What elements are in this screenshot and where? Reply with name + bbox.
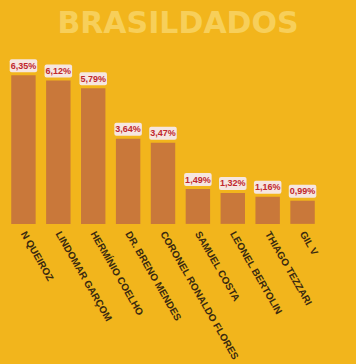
- svg-text:1,49%: 1,49%: [185, 175, 211, 185]
- svg-text:THIAGO TEZZARI: THIAGO TEZZARI: [262, 229, 315, 308]
- svg-text:SAMUEL COSTA: SAMUEL COSTA: [193, 229, 243, 303]
- svg-text:6,12%: 6,12%: [46, 66, 72, 76]
- svg-text:HERMÍNIO COELHO: HERMÍNIO COELHO: [88, 229, 146, 318]
- svg-text:5,79%: 5,79%: [80, 74, 106, 84]
- svg-text:1,16%: 1,16%: [255, 182, 281, 192]
- svg-text:DR. BRENO MENDES: DR. BRENO MENDES: [123, 229, 184, 323]
- svg-text:3,64%: 3,64%: [115, 124, 141, 134]
- svg-text:BRASILDADOS: BRASILDADOS: [57, 5, 298, 40]
- svg-text:CORONEL RONALDO FLORES: CORONEL RONALDO FLORES: [158, 229, 241, 362]
- svg-text:6,35%: 6,35%: [11, 61, 37, 71]
- svg-text:LEONEL BERTOLIN: LEONEL BERTOLIN: [228, 229, 285, 316]
- svg-text:N QUEIROZ: N QUEIROZ: [19, 229, 56, 283]
- svg-text:LINDOMAR GARÇOM: LINDOMAR GARÇOM: [53, 229, 115, 323]
- svg-text:0,99%: 0,99%: [290, 186, 316, 196]
- svg-text:1,32%: 1,32%: [220, 178, 246, 188]
- svg-text:3,47%: 3,47%: [150, 128, 176, 138]
- svg-text:GIL V: GIL V: [298, 229, 321, 257]
